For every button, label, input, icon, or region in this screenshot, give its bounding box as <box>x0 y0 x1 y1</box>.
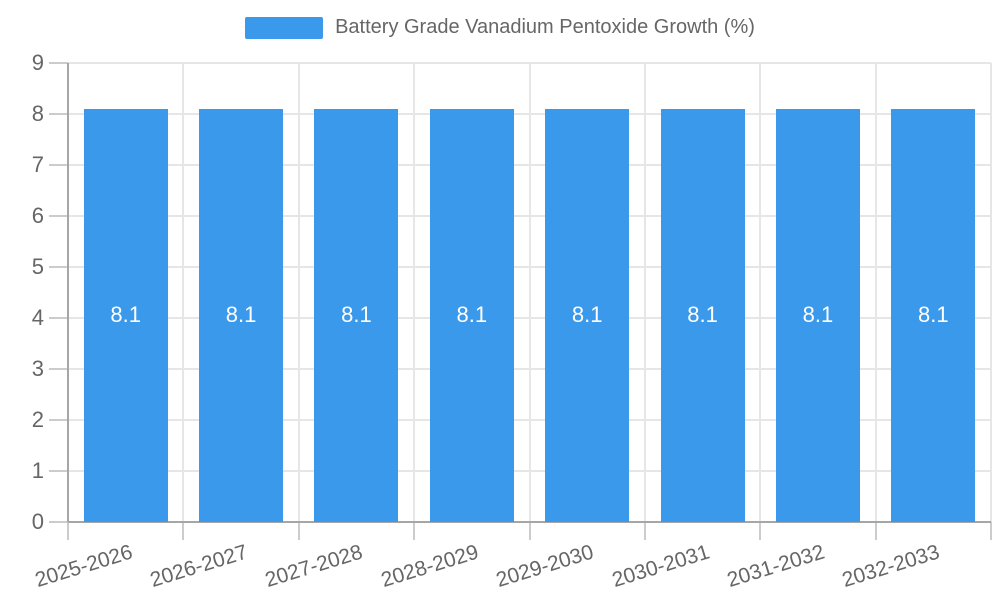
bar[interactable] <box>545 108 630 522</box>
gridline-vertical <box>182 63 185 522</box>
bar[interactable] <box>199 108 284 522</box>
y-axis-label: 5 <box>31 254 44 279</box>
x-tick-mark <box>643 522 646 540</box>
bar-value-label: 8.1 <box>571 302 603 328</box>
y-tick-mark <box>49 419 68 421</box>
bar[interactable] <box>314 108 399 522</box>
bar-value-label: 8.1 <box>341 302 372 328</box>
bar[interactable] <box>891 108 976 522</box>
gridline-vertical <box>874 63 877 522</box>
bar-value-label: 8.1 <box>225 302 257 328</box>
y-axis-label: 6 <box>31 203 44 228</box>
x-tick-mark <box>759 522 762 540</box>
legend-swatch-icon <box>245 16 324 39</box>
gridline-vertical <box>413 63 416 522</box>
y-axis-label: 9 <box>31 50 44 75</box>
x-tick-mark <box>528 522 531 540</box>
bar-value-label: 8.1 <box>687 302 718 328</box>
y-axis-label: 0 <box>31 509 44 534</box>
y-tick-mark <box>49 215 68 217</box>
y-tick-mark <box>49 317 68 319</box>
x-tick-mark <box>990 522 992 540</box>
y-tick-mark <box>49 113 68 115</box>
x-tick-mark <box>297 522 300 540</box>
bar-value-label: 8.1 <box>918 302 949 328</box>
x-axis-line <box>68 521 991 523</box>
bar[interactable] <box>775 108 860 522</box>
y-axis-label: 7 <box>31 152 44 177</box>
y-tick-mark <box>49 521 68 523</box>
chart-legend: Battery Grade Vanadium Pentoxide Growth … <box>0 16 1000 39</box>
gridline-vertical <box>759 63 762 522</box>
y-tick-mark <box>49 164 68 166</box>
x-tick-mark <box>182 522 185 540</box>
bar[interactable] <box>429 108 514 522</box>
y-tick-mark <box>49 368 68 370</box>
y-tick-mark <box>49 470 68 472</box>
y-tick-mark <box>49 266 68 268</box>
legend-item[interactable]: Battery Grade Vanadium Pentoxide Growth … <box>245 16 755 39</box>
legend-label: Battery Grade Vanadium Pentoxide Growth … <box>335 16 755 38</box>
bar[interactable] <box>83 108 168 522</box>
y-axis-label: 3 <box>31 356 44 381</box>
y-axis-label: 8 <box>31 101 44 126</box>
x-tick-mark <box>413 522 416 540</box>
plot-area: 0 1 2 3 4 5 6 7 8 9 8.1 2025-2026 8.1 2026-2027 8.1 202… <box>32 50 992 592</box>
bar-value-label: 8.1 <box>456 302 488 328</box>
y-tick-mark <box>49 62 68 64</box>
bar-value-label: 8.1 <box>110 302 141 328</box>
y-axis-label: 1 <box>31 458 44 483</box>
gridline-vertical <box>990 63 992 522</box>
bar-value-label: 8.1 <box>802 302 834 328</box>
x-tick-mark <box>874 522 877 540</box>
y-axis-label: 4 <box>31 305 44 330</box>
y-axis-label: 2 <box>31 407 44 432</box>
gridline-vertical <box>528 63 531 522</box>
gridline-vertical <box>643 63 646 522</box>
gridline-vertical <box>297 63 300 522</box>
x-tick-mark <box>67 522 69 540</box>
y-axis-line <box>67 63 69 522</box>
bar[interactable] <box>660 108 745 522</box>
